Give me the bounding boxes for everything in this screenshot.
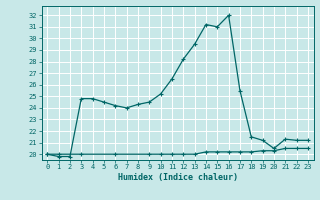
X-axis label: Humidex (Indice chaleur): Humidex (Indice chaleur) [118, 173, 237, 182]
